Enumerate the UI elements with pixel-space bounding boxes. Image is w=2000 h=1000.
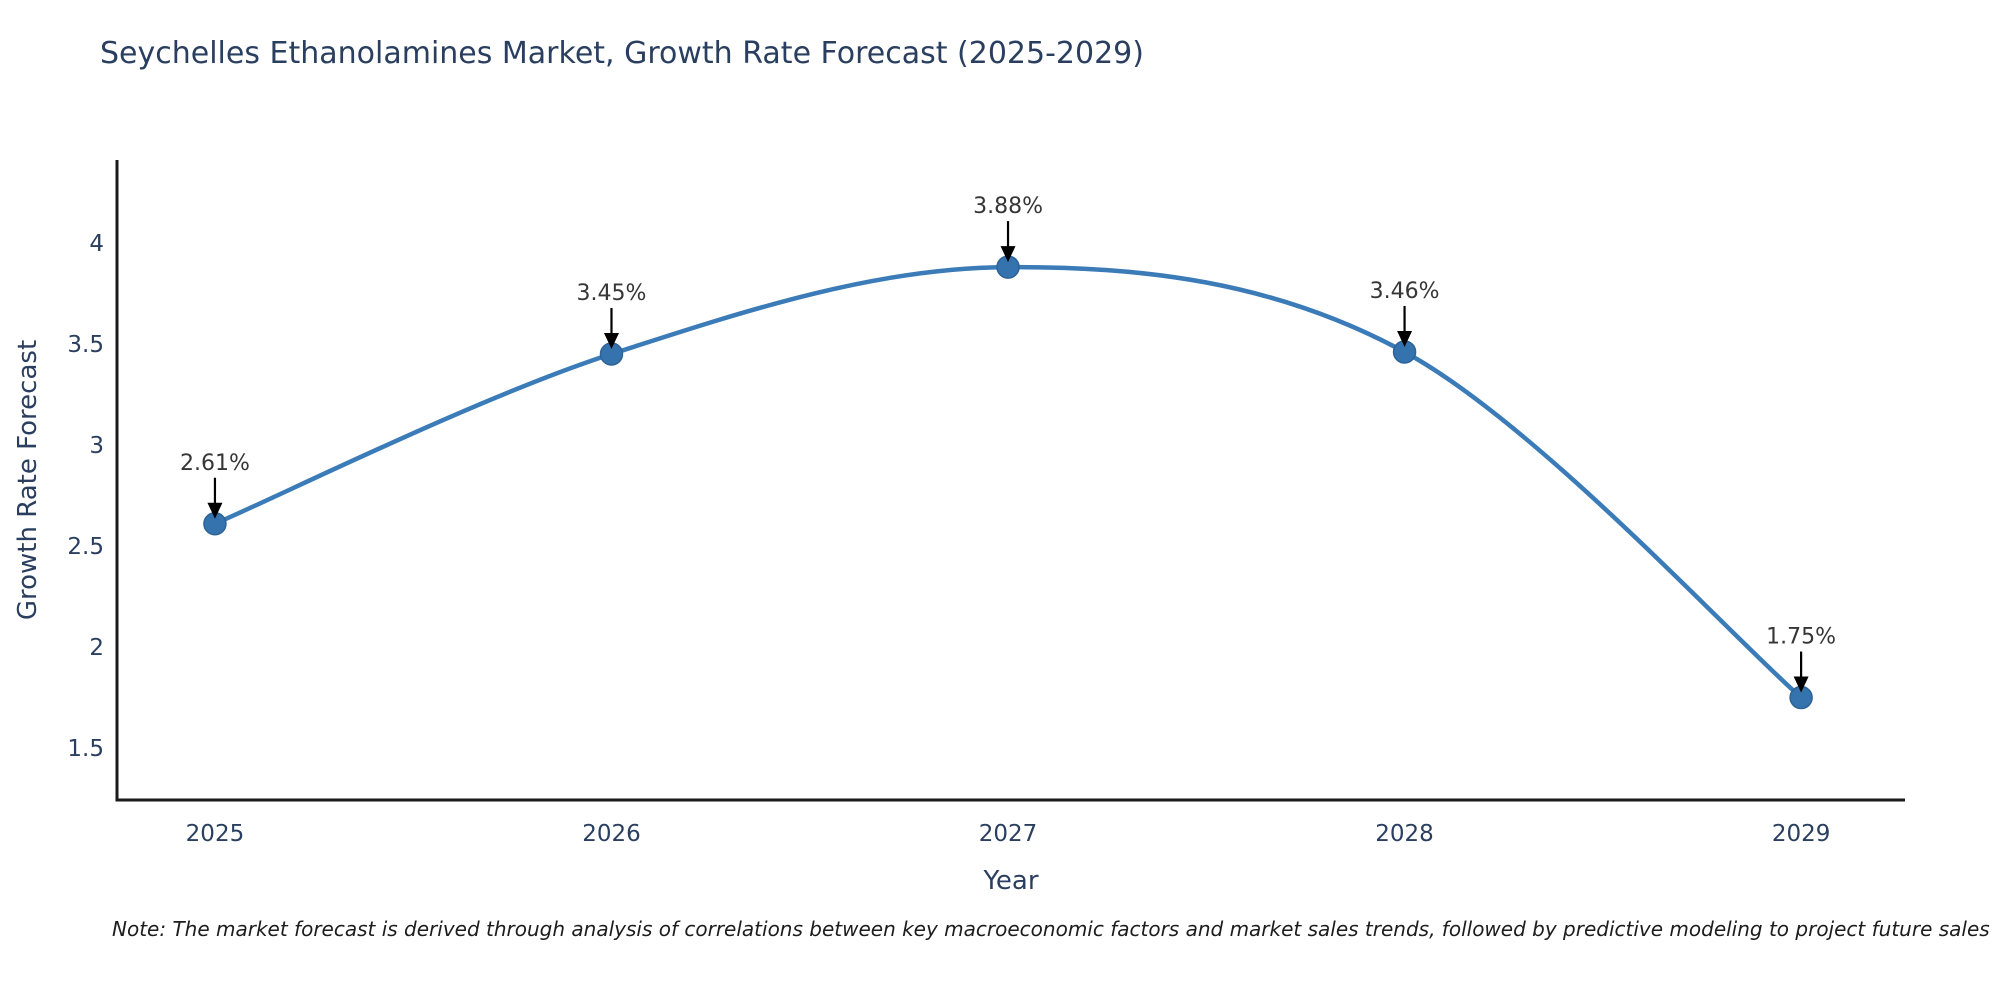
annotation-arrowhead (603, 333, 619, 350)
x-tick-label: 2025 (186, 821, 245, 847)
point-annotation: 3.45% (577, 281, 647, 306)
annotation-arrowhead (207, 502, 223, 519)
annotation-arrowhead (1793, 676, 1809, 693)
point-annotation: 3.46% (1370, 279, 1440, 304)
y-tick-label: 3 (89, 433, 104, 459)
x-tick-label: 2027 (979, 821, 1038, 847)
chart-title: Seychelles Ethanolamines Market, Growth … (100, 36, 1144, 71)
point-annotation: 1.75% (1766, 625, 1836, 650)
x-axis-title: Year (983, 866, 1039, 896)
point-annotation: 3.88% (973, 194, 1043, 219)
series-line (212, 264, 1804, 700)
x-tick-label: 2029 (1772, 821, 1831, 847)
y-tick-label: 2.5 (67, 534, 104, 560)
annotation-arrowhead (1397, 330, 1413, 347)
y-tick-label: 3.5 (67, 332, 104, 358)
x-tick-label: 2026 (582, 821, 641, 847)
y-tick-label: 1.5 (67, 736, 104, 762)
annotation-arrowhead (1000, 246, 1016, 263)
x-tick-label: 2028 (1375, 821, 1434, 847)
y-tick-label: 2 (89, 635, 104, 661)
footnote: Note: The market forecast is derived thr… (112, 917, 1990, 941)
y-tick-label: 4 (89, 231, 104, 257)
point-annotation: 2.61% (180, 451, 250, 476)
